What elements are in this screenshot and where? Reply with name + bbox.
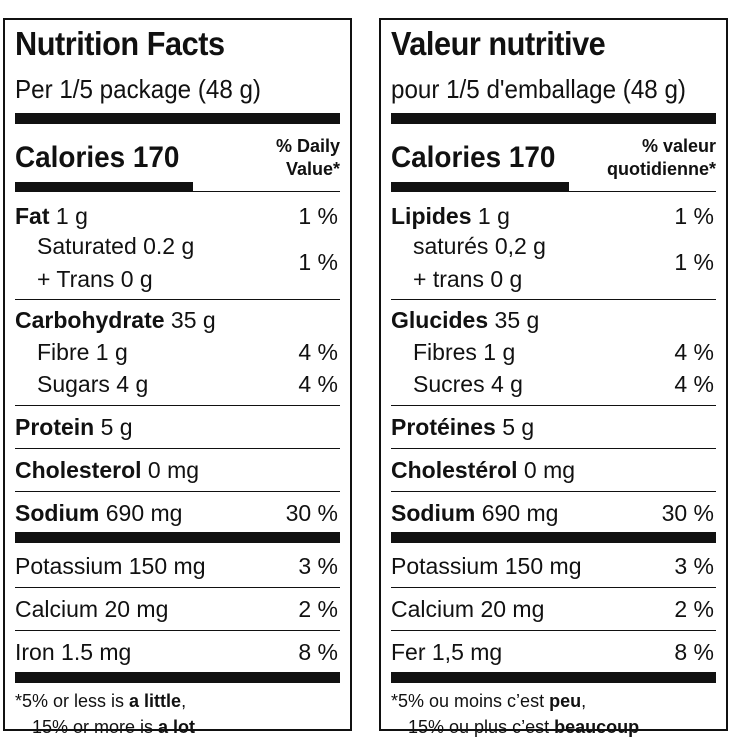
calories-value: Calories 170 (391, 141, 556, 174)
divider (15, 299, 340, 300)
serving-size: Per 1/5 package (48 g) (15, 74, 261, 104)
divider (391, 491, 716, 492)
serving-size: pour 1/5 d'emballage (48 g) (391, 74, 686, 104)
nutrition-facts-panel-french: Valeur nutritive pour 1/5 d'emballage (4… (379, 18, 728, 737)
divider (15, 405, 340, 406)
calories-value: Calories 170 (15, 141, 180, 174)
divider (391, 587, 716, 588)
calories-underline (15, 182, 193, 191)
daily-value-footnote: *5% or less is a little, 15% or more is … (15, 691, 196, 737)
calories-underline (391, 182, 569, 191)
thick-divider (15, 672, 340, 683)
daily-value-header: % valeur quotidienne* (607, 136, 716, 179)
panel-title: Nutrition Facts (15, 25, 225, 62)
thick-divider (391, 672, 716, 683)
nutrition-facts-panel-english: Nutrition Facts Per 1/5 package (48 g) C… (3, 18, 352, 737)
divider (391, 630, 716, 631)
thick-divider (15, 113, 340, 124)
daily-value-footnote: *5% ou moins c’est peu, 15% ou plus c’es… (391, 691, 640, 737)
thick-divider (15, 532, 340, 543)
divider (15, 630, 340, 631)
panel-title: Valeur nutritive (391, 25, 606, 62)
divider (391, 405, 716, 406)
divider (15, 191, 340, 192)
thick-divider (391, 532, 716, 543)
divider (15, 587, 340, 588)
divider (391, 448, 716, 449)
daily-value-header: % Daily Value* (275, 136, 340, 179)
divider (391, 299, 716, 300)
divider (15, 491, 340, 492)
divider (391, 191, 716, 192)
thick-divider (391, 113, 716, 124)
divider (15, 448, 340, 449)
